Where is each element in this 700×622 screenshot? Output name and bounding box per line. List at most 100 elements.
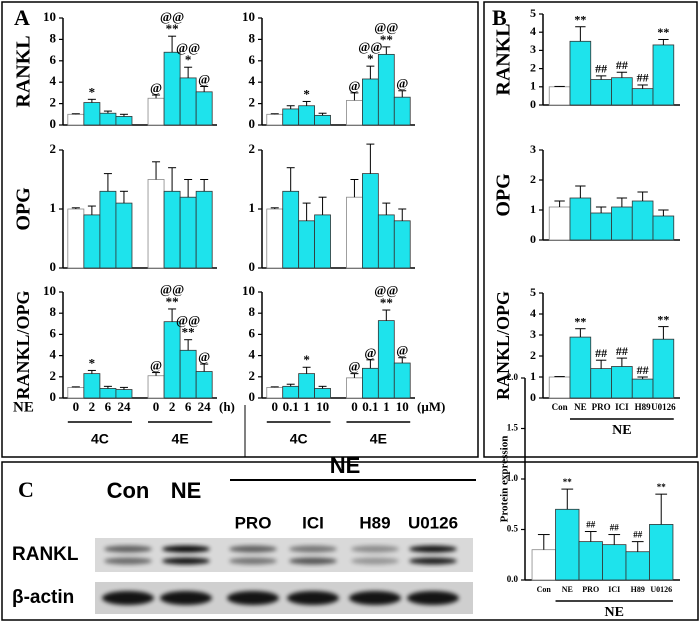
bar xyxy=(652,215,675,241)
x-tick-label: NE xyxy=(562,585,573,594)
significance-label: ** xyxy=(574,12,586,26)
bar xyxy=(652,44,675,106)
band xyxy=(162,557,210,565)
bar xyxy=(611,206,633,241)
lane-label: U0126 xyxy=(408,513,458,532)
y-tick-label: 2 xyxy=(249,95,256,110)
bar xyxy=(531,549,556,581)
bar xyxy=(393,220,411,269)
bar xyxy=(377,53,395,126)
y-tick-label: 4 xyxy=(530,24,536,38)
x-unit: (μM) xyxy=(417,399,445,414)
x-tick-label: H89 xyxy=(631,585,645,594)
bar xyxy=(314,114,331,126)
bar xyxy=(578,541,603,581)
bar xyxy=(548,86,571,106)
lane-label: H89 xyxy=(359,513,390,532)
western-blot: NE RANKL β-actin Con NE PRO ICI H89 U0126 xyxy=(12,453,476,614)
x-tick-label: 0.1 xyxy=(283,399,299,414)
bar xyxy=(67,208,85,269)
significance-label: ## xyxy=(637,71,649,85)
significance-label: @ xyxy=(150,358,162,373)
y-tick-label: 4 xyxy=(249,73,256,88)
significance-label: ** xyxy=(574,314,586,328)
bar xyxy=(649,524,674,581)
y-axis-label: Protein expression xyxy=(499,436,511,523)
bar xyxy=(115,116,133,126)
y-tick-label: 8 xyxy=(50,30,57,45)
bar xyxy=(83,102,101,126)
significance-label: @@ xyxy=(374,283,398,298)
y-tick-label: 1 xyxy=(249,200,256,215)
panel-label: C xyxy=(18,477,34,502)
significance-label: * xyxy=(185,52,192,67)
y-tick-label: 3 xyxy=(530,327,536,341)
band xyxy=(229,545,277,553)
bar xyxy=(362,78,379,126)
x-unit: (h) xyxy=(219,399,235,414)
y-tick-label: 2 xyxy=(530,348,536,362)
bar xyxy=(362,173,379,269)
lane-label: Con xyxy=(107,478,150,503)
lane-label: NE xyxy=(171,478,202,503)
significance-label: * xyxy=(367,51,374,66)
x-tick-label: U0126 xyxy=(651,402,676,412)
significance-label: ## xyxy=(633,530,643,540)
y-axis-label: OPG xyxy=(13,187,35,231)
x-tick-label: H89 xyxy=(635,402,652,412)
bar xyxy=(314,214,331,269)
bar xyxy=(115,202,133,269)
y-tick-label: 3 xyxy=(530,142,536,156)
bar xyxy=(298,105,315,126)
y-tick-label: 4 xyxy=(249,347,256,362)
y-tick-label: 4 xyxy=(50,347,57,362)
y-tick-label: 0.0 xyxy=(507,574,519,584)
y-tick-label: 5 xyxy=(530,285,536,299)
bar xyxy=(555,508,580,581)
y-tick-label: 2 xyxy=(530,172,536,186)
significance-label: * xyxy=(89,84,96,99)
band xyxy=(162,545,210,553)
significance-label: @@ xyxy=(160,282,184,297)
band xyxy=(351,557,399,565)
significance-label: ## xyxy=(586,520,596,530)
bar xyxy=(631,378,654,399)
significance-label: ** xyxy=(182,325,195,340)
bar xyxy=(163,51,181,126)
bar xyxy=(282,190,300,269)
blot-row-label: RANKL xyxy=(12,544,79,565)
y-tick-label: 2.0 xyxy=(507,372,519,382)
x-tick-label: ICI xyxy=(615,402,629,412)
bar xyxy=(346,377,363,399)
bar xyxy=(602,544,627,581)
x-tick-label: 24 xyxy=(117,399,131,414)
bar xyxy=(115,389,133,399)
y-tick-label: 3 xyxy=(530,42,536,56)
bar xyxy=(631,200,654,241)
x-tick-label: 0 xyxy=(73,399,80,414)
bar xyxy=(590,79,612,106)
y-axis-label: RANKL xyxy=(493,23,515,95)
y-tick-label: 2 xyxy=(50,141,57,156)
significance-label: @@ xyxy=(358,39,382,54)
y-tick-label: 5 xyxy=(530,6,536,20)
y-tick-label: 2 xyxy=(530,60,536,74)
significance-label: @ xyxy=(198,71,210,86)
significance-label: @ xyxy=(198,349,210,364)
bar xyxy=(611,77,633,106)
y-axis-label: RANKL xyxy=(13,35,35,107)
group-label: 4C xyxy=(91,431,109,447)
significance-label: * xyxy=(303,86,310,101)
bar xyxy=(625,551,650,581)
y-tick-label: 0 xyxy=(530,390,536,404)
blot-row-label: β-actin xyxy=(12,587,74,608)
bar xyxy=(147,97,165,126)
bar xyxy=(631,88,654,106)
significance-label: * xyxy=(303,352,310,367)
y-tick-label: 0 xyxy=(530,97,536,111)
y-tick-label: 2 xyxy=(249,368,256,383)
bar xyxy=(652,338,675,399)
band xyxy=(289,557,337,565)
